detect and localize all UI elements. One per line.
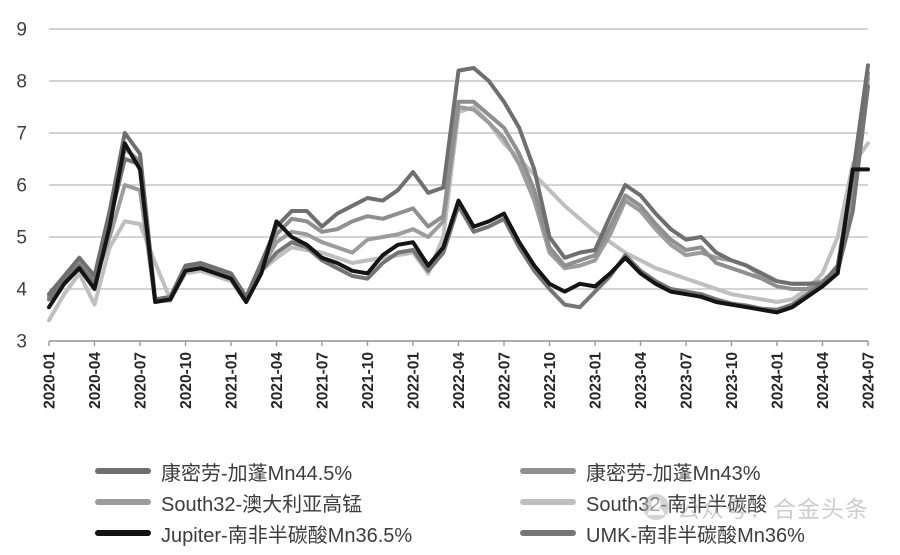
x-axis-tick-label: 2023-04 bbox=[633, 352, 650, 409]
legend-item-umk-mn36: UMK-南非半碳酸Mn36% bbox=[520, 520, 805, 547]
y-axis-tick-label: 8 bbox=[16, 72, 27, 93]
x-axis-tick-label: 2024-07 bbox=[861, 352, 878, 409]
legend-swatch-kangmilao-mn44-5 bbox=[95, 468, 151, 474]
legend-swatch-south32-southafrica bbox=[520, 499, 576, 505]
x-axis-tick-label: 2022-01 bbox=[406, 352, 423, 409]
x-axis-tick-label: 2022-10 bbox=[542, 352, 559, 409]
y-axis-tick-label: 5 bbox=[16, 228, 27, 249]
legend-label: 康密劳-加蓬Mn43% bbox=[586, 462, 761, 485]
legend-item-south32-southafrica: South32-南非半碳酸 bbox=[520, 489, 768, 516]
x-axis-tick-label: 2022-07 bbox=[497, 352, 514, 409]
legend-label: 康密劳-加蓬Mn44.5% bbox=[161, 462, 353, 485]
y-axis-tick-label: 7 bbox=[16, 124, 27, 145]
x-axis-tick-label: 2020-04 bbox=[87, 352, 104, 409]
y-axis-tick-label: 3 bbox=[16, 332, 27, 353]
legend-swatch-umk-mn36 bbox=[520, 530, 576, 536]
x-axis-tick-label: 2020-07 bbox=[133, 352, 150, 409]
x-axis-tick-label: 2021-10 bbox=[360, 352, 377, 409]
x-axis-tick-label: 2021-01 bbox=[224, 352, 241, 409]
legend-swatch-jupiter-mn36-5 bbox=[95, 530, 151, 536]
x-axis-tick-label: 2021-04 bbox=[269, 352, 286, 409]
legend-label: South32-南非半碳酸 bbox=[586, 493, 768, 516]
legend-item-kangmilao-mn43: 康密劳-加蓬Mn43% bbox=[520, 458, 761, 485]
x-axis-tick-label: 2020-01 bbox=[42, 352, 59, 409]
x-axis-tick-label: 2020-10 bbox=[178, 352, 195, 409]
x-axis-tick-label: 2023-01 bbox=[588, 352, 605, 409]
y-axis-tick-label: 9 bbox=[16, 20, 27, 41]
y-axis-tick-label: 4 bbox=[16, 280, 27, 301]
x-axis-tick-label: 2024-01 bbox=[770, 352, 787, 409]
x-axis-tick-label: 2023-07 bbox=[679, 352, 696, 409]
series-line-3 bbox=[47, 105, 870, 323]
legend-item-kangmilao-mn44-5: 康密劳-加蓬Mn44.5% bbox=[95, 458, 353, 485]
legend-item-south32-australia: South32-澳大利亚高锰 bbox=[95, 489, 363, 516]
x-axis-tick-label: 2021-07 bbox=[315, 352, 332, 409]
series-line-4 bbox=[47, 141, 870, 315]
legend-item-jupiter-mn36-5: Jupiter-南非半碳酸Mn36.5% bbox=[95, 520, 413, 547]
y-axis-tick-label: 6 bbox=[16, 176, 27, 197]
legend-swatch-south32-australia bbox=[95, 499, 151, 505]
legend-label: South32-澳大利亚高锰 bbox=[161, 493, 363, 516]
series-line-0 bbox=[47, 63, 870, 302]
x-axis-tick-label: 2023-10 bbox=[724, 352, 741, 409]
x-axis-tick-label: 2024-04 bbox=[815, 352, 832, 409]
legend-label: UMK-南非半碳酸Mn36% bbox=[586, 524, 805, 547]
legend-swatch-kangmilao-mn43 bbox=[520, 468, 576, 474]
x-axis-tick-label: 2022-04 bbox=[451, 352, 468, 409]
legend-label: Jupiter-南非半碳酸Mn36.5% bbox=[161, 524, 413, 547]
